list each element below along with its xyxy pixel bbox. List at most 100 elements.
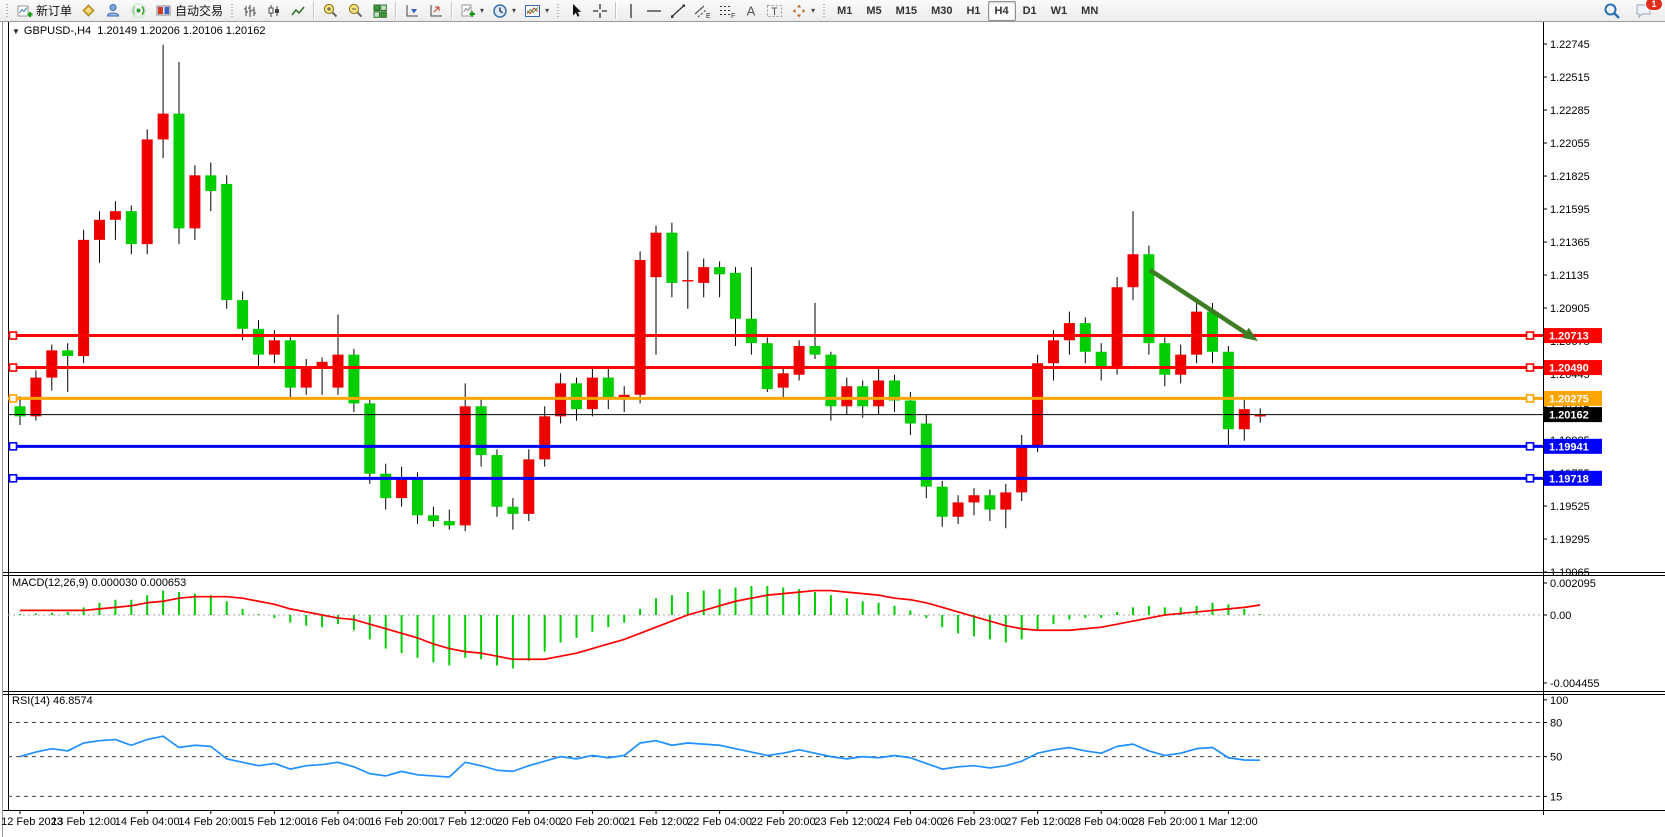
line-handle[interactable]	[8, 394, 18, 403]
equidistant-channel-icon: E	[694, 3, 711, 19]
price-tag[interactable]	[1544, 470, 1602, 486]
line-handle[interactable]	[8, 474, 18, 483]
price-tag[interactable]	[1544, 360, 1602, 376]
signals-button[interactable]	[126, 1, 151, 21]
timeframe-mn-button[interactable]: MN	[1074, 1, 1105, 21]
bullish-candle	[316, 361, 328, 369]
price-tag[interactable]	[1544, 390, 1602, 406]
timeframe-m1-button[interactable]: M1	[830, 1, 859, 21]
line-chart-button[interactable]	[286, 1, 310, 21]
line-handle[interactable]	[1525, 474, 1535, 483]
zoom-in-button[interactable]	[318, 1, 343, 21]
bearish-candle	[237, 300, 249, 329]
history-center-button[interactable]	[76, 1, 101, 21]
toolbar-grip[interactable]	[556, 2, 562, 19]
bullish-candle	[1238, 409, 1250, 430]
bullish-candle	[141, 139, 153, 245]
text-label-button[interactable]: T	[762, 1, 787, 21]
auto-trading-button[interactable]: 自动交易	[151, 1, 227, 21]
fibonacci-button[interactable]: F	[715, 1, 740, 21]
timeframe-m5-button[interactable]: M5	[859, 1, 888, 21]
trendline-button[interactable]	[666, 1, 690, 21]
bearish-candle	[427, 515, 439, 522]
timeframe-m15-button[interactable]: M15	[889, 1, 924, 21]
rsi-line	[19, 735, 1261, 778]
timeframe-m30-button[interactable]: M30	[924, 1, 959, 21]
templates-button[interactable]: ▾	[520, 1, 553, 21]
axis-label: 14 Feb 20:00	[178, 816, 243, 828]
bullish-candle	[1032, 363, 1044, 446]
bearish-candle	[889, 380, 900, 401]
bearish-candle	[714, 267, 726, 275]
axis-label: -0.004455	[1550, 678, 1600, 690]
timeframe-h4-button[interactable]: H4	[987, 0, 1016, 21]
fibonacci-icon: F	[719, 3, 736, 19]
bearish-candle	[205, 175, 217, 192]
timeframe-d1-button[interactable]: D1	[1016, 1, 1044, 21]
line-handle[interactable]	[1525, 442, 1535, 451]
contacts-button[interactable]	[101, 1, 126, 21]
new-order-button[interactable]: 新订单	[13, 1, 76, 21]
new-chart-button[interactable]: ▾	[456, 1, 488, 21]
axis-label: 1.19065	[1550, 567, 1590, 579]
axis-label: 1.20162	[1549, 410, 1589, 422]
tile-windows-button[interactable]	[368, 1, 392, 21]
zoom-out-button[interactable]	[343, 1, 368, 21]
bullish-candle	[682, 280, 694, 282]
axis-label: 21 Feb 12:00	[624, 816, 689, 828]
line-handle[interactable]	[1525, 363, 1535, 372]
price-chart-canvas[interactable]: 1.22745 1.22515 1.22285 1.22055 1.21825 1.215…	[0, 22, 1665, 837]
toolbar-separator	[451, 2, 454, 19]
text-button[interactable]: A	[740, 1, 762, 21]
toolbar-grip[interactable]	[5, 2, 10, 19]
crosshair-button[interactable]	[588, 1, 612, 21]
axis-label: 1.20905	[1550, 303, 1590, 315]
main-toolbar: 新订单 自动交易	[0, 0, 1665, 22]
axis-label: 1.19941	[1549, 441, 1589, 453]
line-handle[interactable]	[8, 442, 18, 451]
candlestick-chart-button[interactable]	[262, 1, 286, 21]
arrow-head-icon	[1242, 327, 1258, 341]
line-handle[interactable]	[8, 363, 18, 372]
chart-shift-icon	[404, 3, 420, 19]
line-handle[interactable]	[8, 331, 18, 340]
bullish-candle	[650, 232, 662, 278]
trendline-icon	[670, 3, 686, 19]
bullish-candle	[618, 394, 630, 398]
vertical-line-button[interactable]	[620, 1, 642, 21]
bearish-candle	[507, 506, 519, 514]
search-button[interactable]	[1599, 1, 1625, 21]
bearish-candle	[1095, 351, 1107, 369]
chart-shift-button[interactable]	[400, 1, 424, 21]
dropdown-caret-icon: ▾	[545, 6, 550, 15]
chart-autoscroll-button[interactable]	[424, 1, 448, 21]
periods-button[interactable]: ▾	[488, 1, 520, 21]
line-handle[interactable]	[1525, 331, 1535, 340]
toolbar-grip[interactable]	[822, 2, 828, 19]
price-tags[interactable]: 1.20713 1.20490 1.20275 1.19941 1.19718 1.201…	[1544, 328, 1602, 486]
text-icon: A	[744, 3, 758, 19]
chart-window[interactable]: 1.22745 1.22515 1.22285 1.22055 1.21825 1.215…	[0, 22, 1665, 837]
price-tag[interactable]	[1544, 438, 1602, 454]
equidistant-channel-button[interactable]: E	[690, 1, 715, 21]
search-icon	[1603, 2, 1621, 20]
bar-chart-button[interactable]	[238, 1, 262, 21]
pane-borders	[2, 22, 1665, 837]
line-handle[interactable]	[1525, 394, 1535, 403]
arrows-button[interactable]: ▾	[787, 1, 819, 21]
bearish-candle	[1079, 323, 1091, 352]
trend-arrow-annotation[interactable]	[1148, 268, 1258, 341]
timeframe-w1-button[interactable]: W1	[1044, 1, 1075, 21]
timeframe-h1-button[interactable]: H1	[959, 1, 987, 21]
bearish-candle	[809, 346, 821, 355]
bullish-candle	[841, 386, 853, 407]
horizontal-line-button[interactable]	[642, 1, 666, 21]
level-lines[interactable]	[8, 331, 1543, 483]
auto-trading-icon	[155, 2, 172, 19]
price-tag[interactable]	[1544, 328, 1602, 344]
toolbar-grip[interactable]	[230, 2, 236, 19]
price-tag[interactable]	[1544, 407, 1602, 423]
cursor-button[interactable]	[564, 1, 588, 21]
crosshair-icon	[592, 3, 608, 19]
bearish-candle	[14, 406, 26, 417]
